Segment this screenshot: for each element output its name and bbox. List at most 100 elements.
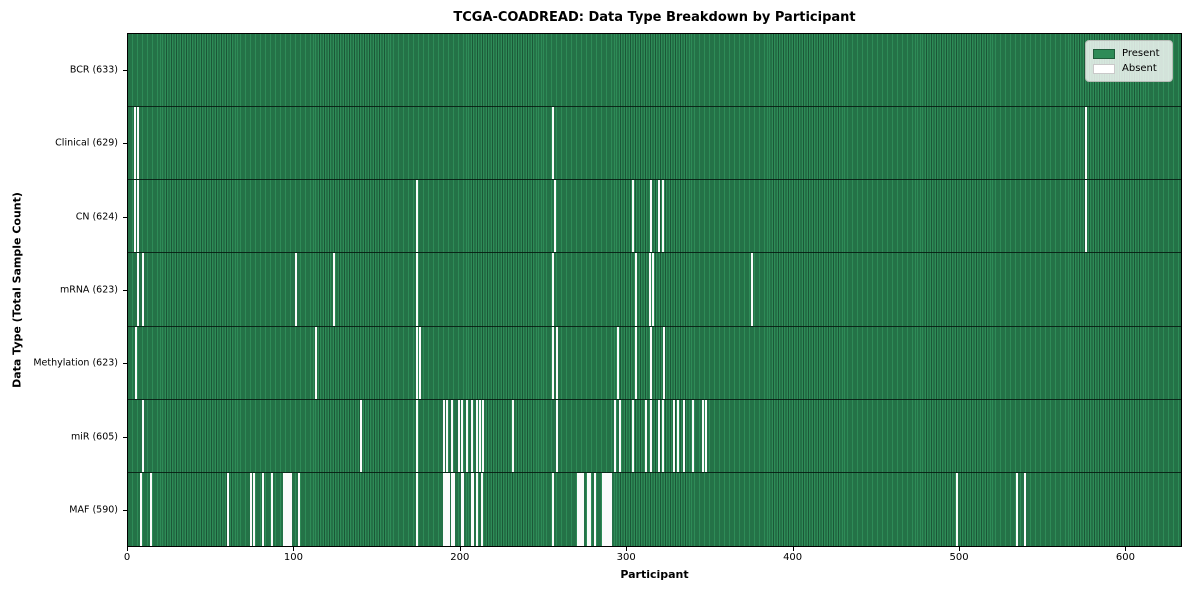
y-tick-label-miR: miR (605) [70, 431, 118, 443]
y-axis-label: Data Type (Total Sample Count) [10, 192, 24, 388]
x-tick-mark [792, 547, 794, 551]
absent-stripe [133, 107, 136, 180]
absent-stripe [661, 399, 664, 472]
y-tick-mark [123, 290, 127, 291]
absent-stripe [415, 326, 418, 399]
absent-stripe [140, 472, 143, 546]
absent-stripe [651, 253, 654, 326]
absent-stripe [606, 472, 609, 546]
y-tick-label-CN: CN (624) [75, 211, 118, 223]
absent-stripe [658, 399, 661, 472]
absent-stripe [701, 399, 704, 472]
absent-stripe [480, 472, 483, 546]
absent-stripe [271, 472, 274, 546]
absent-stripe [602, 472, 604, 546]
absent-stripe [578, 472, 581, 546]
row-Clinical [128, 107, 1181, 181]
absent-stripe [470, 472, 473, 546]
x-axis-label: Participant [620, 568, 689, 581]
absent-stripe [475, 472, 478, 546]
absent-swatch-icon [1093, 63, 1115, 74]
absent-stripe [661, 180, 664, 253]
y-tick-label-mRNA: mRNA (623) [59, 284, 118, 296]
absent-stripe [460, 399, 463, 472]
absent-stripe [648, 253, 651, 326]
x-tick-label-100: 100 [283, 552, 303, 563]
row-Methylation [128, 326, 1181, 400]
absent-stripe [141, 253, 144, 326]
legend: Present Absent [1085, 40, 1173, 82]
absent-stripe [673, 399, 676, 472]
absent-stripe [650, 180, 653, 253]
absent-stripe [442, 472, 445, 546]
y-tick-mark [123, 69, 127, 71]
present-swatch-icon [1093, 48, 1115, 59]
row-miR [128, 399, 1181, 473]
x-tick-mark [459, 547, 461, 551]
x-tick-label-400: 400 [783, 552, 803, 563]
absent-stripe [294, 253, 297, 326]
absent-stripe [135, 326, 138, 399]
absent-stripe [663, 326, 666, 399]
absent-stripe [635, 326, 638, 399]
absent-stripe [1015, 472, 1018, 546]
absent-stripe [751, 253, 754, 326]
absent-stripe [512, 399, 515, 472]
absent-stripe [359, 399, 362, 472]
absent-stripe [955, 472, 958, 546]
x-tick-mark [293, 547, 295, 551]
absent-stripe [635, 253, 638, 326]
x-tick-label-600: 600 [1115, 552, 1135, 563]
absent-stripe [616, 326, 619, 399]
absent-stripe [650, 326, 653, 399]
absent-stripe [582, 472, 585, 546]
absent-stripe [1023, 472, 1026, 546]
y-tick-mark [123, 216, 127, 218]
x-tick-mark [626, 547, 628, 551]
row-MAF [128, 472, 1181, 546]
absent-stripe [415, 180, 418, 253]
absent-stripe [415, 253, 418, 326]
x-tick-mark [1125, 547, 1127, 551]
absent-stripe [447, 472, 450, 546]
x-tick-label-500: 500 [949, 552, 969, 563]
absent-stripe [457, 399, 460, 472]
absent-stripe [1085, 107, 1088, 180]
absent-stripe [442, 399, 445, 472]
y-tick-mark [123, 510, 127, 512]
absent-stripe [593, 472, 596, 546]
absent-stripe [658, 180, 661, 253]
absent-stripe [555, 399, 558, 472]
absent-stripe [587, 472, 590, 546]
legend-label-absent: Absent [1122, 63, 1157, 74]
absent-stripe [552, 253, 555, 326]
y-tick-mark [123, 363, 127, 365]
absent-stripe [462, 472, 465, 546]
absent-stripe [610, 472, 613, 546]
x-tick-mark [127, 547, 128, 551]
y-tick-label-BCR: BCR (633) [69, 64, 118, 76]
chart-title: TCGA-COADREAD: Data Type Breakdown by Pa… [453, 10, 856, 25]
absent-stripe [288, 472, 291, 546]
absent-stripe [1085, 180, 1088, 253]
y-tick-label-Methylation: Methylation (623) [33, 357, 118, 369]
absent-stripe [450, 472, 453, 546]
absent-stripe [150, 472, 153, 546]
absent-stripe [608, 472, 611, 546]
y-tick-label-MAF: MAF (590) [69, 504, 118, 516]
absent-stripe [645, 399, 648, 472]
row-BCR [128, 34, 1181, 108]
absent-stripe [136, 180, 139, 253]
y-tick-label-Clinical: Clinical (629) [55, 137, 118, 149]
absent-stripe [676, 399, 679, 472]
y-tick-mark [123, 143, 127, 145]
absent-stripe [226, 472, 229, 546]
absent-stripe [136, 253, 139, 326]
x-tick-label-200: 200 [450, 552, 470, 563]
absent-stripe [133, 180, 136, 253]
x-tick-label-0: 0 [123, 552, 131, 563]
absent-stripe [580, 472, 583, 546]
absent-stripe [465, 399, 468, 472]
absent-stripe [475, 399, 478, 472]
